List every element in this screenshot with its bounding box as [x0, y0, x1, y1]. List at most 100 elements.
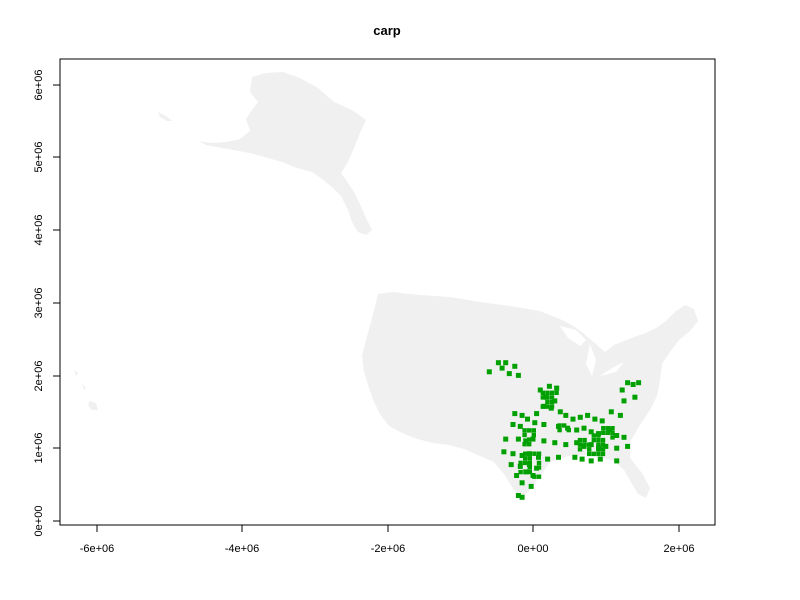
x-tick-label: -2e+06 [371, 543, 406, 555]
y-tick-label: 4e+06 [33, 215, 45, 246]
presence-cell [563, 412, 569, 418]
y-tick-label: 0e+00 [33, 506, 45, 537]
presence-cell [579, 456, 585, 462]
presence-cell [600, 447, 606, 452]
presence-cell [536, 451, 542, 456]
presence-cell [532, 420, 538, 426]
presence-cell [562, 423, 567, 428]
presence-cell [541, 403, 547, 409]
presence-cell [625, 380, 631, 386]
presence-cell [556, 423, 561, 429]
presence-cell [527, 442, 532, 447]
y-axis: 0e+00 1e+06 2e+06 3e+06 4e+06 5e+06 6e+0… [33, 70, 61, 537]
presence-cell [523, 469, 529, 475]
presence-cell [632, 394, 638, 400]
presence-cell [591, 451, 596, 457]
presence-cell [531, 428, 536, 433]
presence-cell [522, 428, 527, 433]
y-tick-label: 3e+06 [33, 288, 45, 319]
presence-cell [577, 442, 583, 447]
presence-cell [536, 454, 541, 460]
hawaii-islands [74, 370, 98, 410]
presence-cell [510, 422, 516, 427]
presence-cell [570, 416, 576, 422]
y-tick: 4e+06 [33, 215, 60, 246]
presence-cell [617, 412, 623, 418]
presence-cell [572, 454, 578, 460]
presence-cell [486, 369, 492, 375]
presence-cell [523, 460, 528, 466]
presence-cell [563, 442, 569, 448]
presence-cell [525, 416, 530, 422]
presence-cell [630, 382, 636, 387]
presence-cell [512, 411, 518, 417]
presence-cell [519, 453, 525, 458]
alaska-landmass [199, 72, 372, 235]
presence-cell [574, 427, 580, 433]
presence-cell [587, 451, 592, 457]
presence-cell [587, 447, 592, 452]
presence-cell [532, 451, 537, 456]
presence-cell [534, 411, 540, 417]
presence-cell [526, 451, 532, 457]
presence-cell [556, 454, 561, 460]
presence-cell [503, 436, 509, 442]
presence-cell [540, 390, 545, 395]
presence-cell [554, 390, 559, 395]
presence-cell [577, 414, 583, 420]
presence-cell [518, 469, 523, 475]
presence-cell [592, 416, 598, 422]
x-tick-label: 0e+00 [518, 543, 549, 555]
presence-layer [486, 360, 642, 500]
y-tick-label: 1e+06 [33, 433, 45, 464]
y-tick: 3e+06 [33, 288, 60, 319]
presence-cell [600, 451, 606, 457]
presence-cell [515, 493, 521, 498]
presence-cell [518, 460, 523, 466]
presence-cell [585, 412, 591, 418]
presence-cell [619, 387, 625, 393]
presence-cell [541, 438, 547, 444]
presence-cell [546, 383, 552, 389]
presence-cell [549, 399, 555, 405]
presence-cell [519, 494, 525, 500]
presence-cell [527, 469, 532, 475]
presence-cell [506, 371, 512, 377]
x-tick: 0e+00 [518, 525, 549, 555]
presence-cell [596, 451, 601, 457]
presence-cell [537, 387, 543, 393]
presence-cell [614, 433, 620, 438]
presence-cell [514, 473, 520, 478]
presence-cell [527, 437, 532, 442]
presence-cell [548, 405, 554, 411]
x-tick: -6e+06 [80, 525, 114, 555]
aleutian-islands [158, 112, 172, 121]
presence-cell [508, 462, 514, 468]
presence-cell [601, 430, 606, 435]
x-tick: -2e+06 [371, 525, 406, 555]
y-tick: 5e+06 [33, 142, 60, 173]
presence-cell [510, 451, 516, 457]
presence-cell [515, 372, 521, 378]
presence-cell [601, 426, 606, 431]
presence-cell [596, 445, 601, 451]
y-tick-label: 5e+06 [33, 142, 45, 173]
presence-cell [523, 438, 529, 444]
presence-cell [522, 432, 527, 438]
presence-cell [527, 456, 532, 461]
presence-cell [522, 442, 527, 447]
presence-cell [596, 431, 601, 437]
presence-cell [577, 437, 583, 443]
presence-cell [574, 440, 580, 446]
presence-cell [530, 473, 536, 478]
presence-cell [605, 430, 611, 435]
presence-cell [499, 365, 505, 371]
presence-cell [581, 443, 587, 449]
presence-cell [636, 380, 642, 386]
presence-cell [517, 463, 523, 469]
presence-cell [503, 360, 509, 366]
presence-cell [541, 422, 547, 427]
y-tick: 6e+06 [33, 70, 60, 100]
presence-cell [606, 427, 612, 433]
presence-cell [557, 409, 563, 415]
